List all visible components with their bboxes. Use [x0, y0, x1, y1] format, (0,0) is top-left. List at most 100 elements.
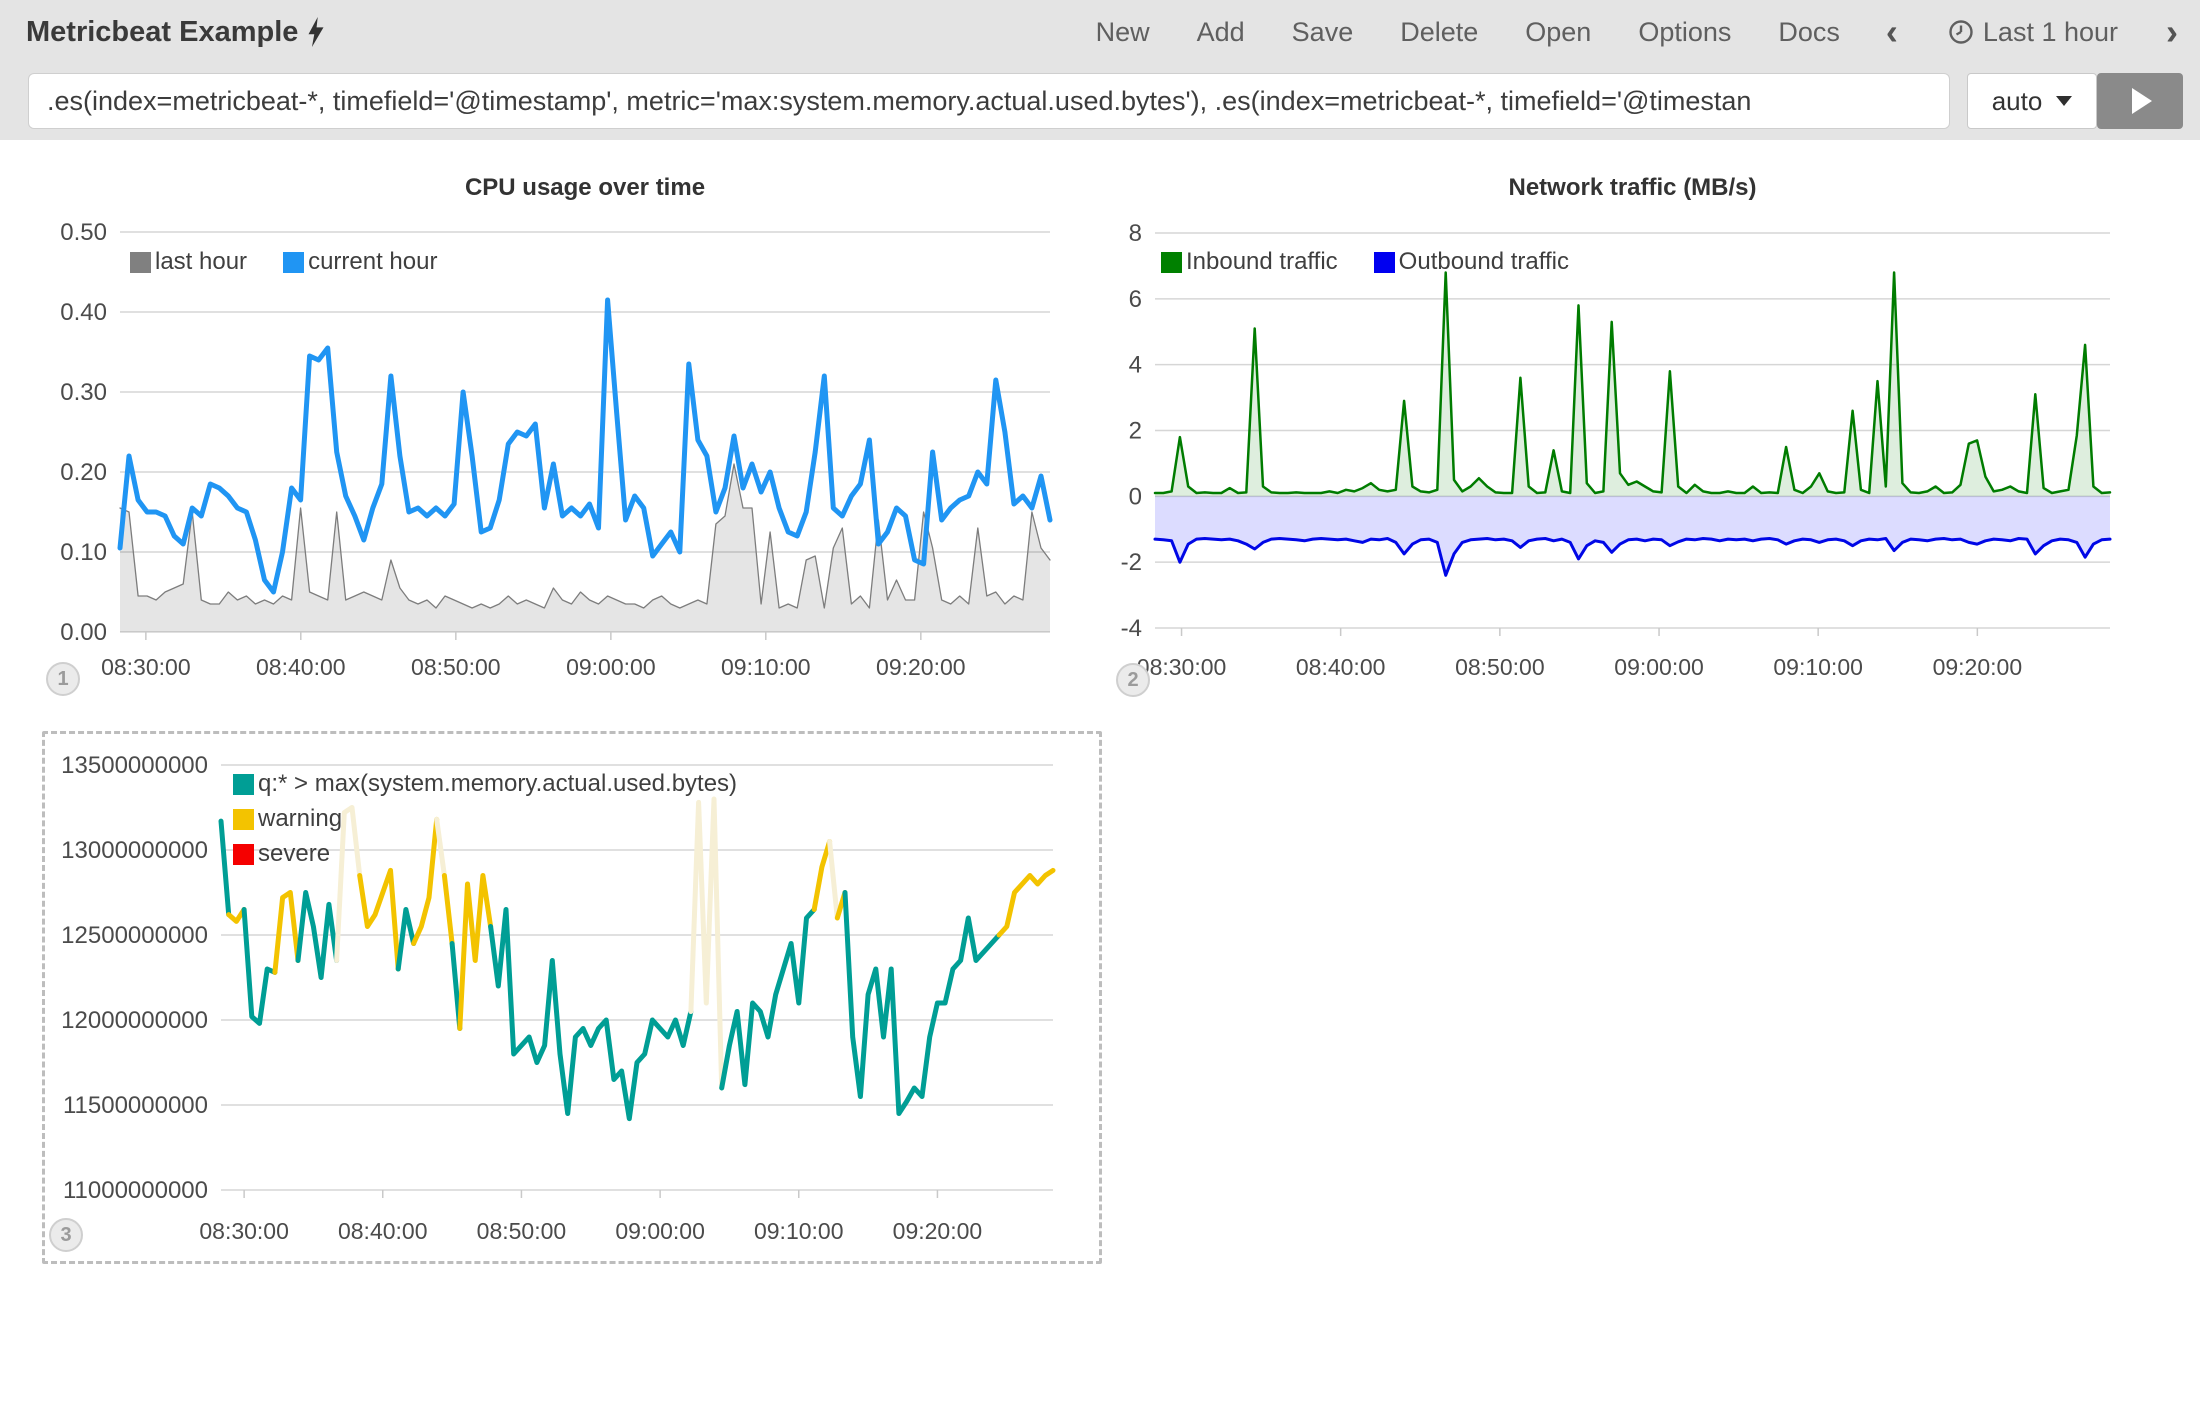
- net-area-Outbound-traffic: [1155, 496, 2110, 576]
- mem-segment-p: [827, 839, 840, 921]
- time-range-button[interactable]: Last 1 hour: [1948, 17, 2118, 48]
- time-back-icon[interactable]: ‹: [1885, 11, 1898, 52]
- menu-item-delete[interactable]: Delete: [1400, 16, 1479, 47]
- y-axis-tick-label: 11000000000: [63, 1177, 208, 1204]
- net-plot-canvas: 8 6 4 2 0 -2 -4 08:30:00 08:40:00 08:50:00 09:00:0…: [1121, 220, 2112, 680]
- x-axis-tick-label: 08:30:00: [1137, 654, 1227, 680]
- legend-item-warning[interactable]: warning: [233, 805, 342, 833]
- legend-swatch: [233, 843, 254, 865]
- app-title: Metricbeat Example: [26, 16, 324, 49]
- legend-item-current-hour[interactable]: current hour: [283, 248, 437, 276]
- x-axis-tick-label: 09:10:00: [721, 654, 811, 680]
- x-axis-tick-label: 09:10:00: [754, 1218, 844, 1244]
- y-axis-tick-label: 0.50: [60, 219, 107, 246]
- y-axis-tick-label: -4: [1121, 615, 1142, 642]
- mem-segment-t: [842, 890, 1002, 1116]
- menu-item-save[interactable]: Save: [1291, 16, 1354, 47]
- y-axis-tick-label: 0.40: [60, 299, 107, 326]
- y-axis-tick-label: 13500000000: [61, 752, 208, 779]
- play-icon: [2132, 88, 2152, 114]
- legend-item-inbound-traffic[interactable]: Inbound traffic: [1161, 248, 1338, 276]
- legend-item-outbound-traffic[interactable]: Outbound traffic: [1373, 248, 1569, 276]
- mem-segment-t: [295, 890, 340, 980]
- y-axis-tick-label: 0.20: [60, 459, 107, 486]
- x-axis-tick-label: 08:50:00: [477, 1218, 567, 1244]
- y-axis-tick-label: 13000000000: [61, 837, 208, 864]
- x-axis-tick-label: 08:40:00: [338, 1218, 428, 1244]
- legend-swatch: [233, 808, 254, 830]
- memory-used-chart-selected[interactable]: 13500000000 13000000000 12500000000 1200000…: [42, 731, 1102, 1264]
- legend-item-last-hour[interactable]: last hour: [130, 248, 247, 276]
- cpu-usage-chart[interactable]: CPU usage over time 0.50 0.40 0.30 0.20 0.10 0…: [28, 130, 1060, 710]
- menu-item-new[interactable]: New: [1095, 16, 1150, 47]
- legend-label: last hour: [155, 248, 248, 275]
- y-axis-tick-label: 0.00: [60, 619, 107, 646]
- mem-segment-t: [218, 818, 232, 918]
- net-legend: Inbound traffic Outbound traffic: [1161, 248, 1569, 276]
- y-axis-tick-label: 0.30: [60, 379, 107, 406]
- legend-swatch: [130, 251, 151, 273]
- legend-label: q:* > max(system.memory.actual.used.byte…: [258, 770, 738, 797]
- cpu-area-last-hour: [120, 464, 1050, 632]
- x-axis-tick-label: 08:50:00: [411, 654, 501, 680]
- x-axis-tick-label: 09:10:00: [1773, 654, 1863, 680]
- cpu-line-current-hour: [117, 297, 1053, 595]
- network-traffic-chart[interactable]: Network traffic (MB/s) 8 6 4 2 0 -2 -4 08:30:00 0…: [1095, 130, 2155, 710]
- chart-number-badge-1: 1: [46, 662, 80, 696]
- mem-segment-w: [457, 873, 494, 1031]
- cpu-line-last-hour: [119, 463, 1051, 609]
- legend-item-q-max-system-memory-actual-use[interactable]: q:* > max(system.memory.actual.used.byte…: [233, 770, 737, 798]
- menu-item-add[interactable]: Add: [1196, 16, 1245, 47]
- legend-swatch: [1373, 251, 1395, 273]
- net-chart-title: Network traffic (MB/s): [1508, 174, 1757, 201]
- net-line-Inbound-traffic: [1153, 271, 2112, 495]
- net-line-Outbound-traffic: [1153, 537, 2112, 577]
- lightning-bolt-icon: [308, 17, 324, 47]
- mem-segment-p: [688, 796, 725, 1091]
- x-axis-tick-label: 08:30:00: [101, 654, 191, 680]
- y-axis-tick-label: 0.10: [60, 539, 107, 566]
- time-forward-icon[interactable]: ›: [2166, 11, 2178, 52]
- mem-segment-w: [226, 907, 247, 924]
- chart-number-badge-2: 2: [1116, 663, 1150, 697]
- mem-segment-w: [357, 867, 401, 972]
- x-axis-tick-label: 09:00:00: [1614, 654, 1704, 680]
- mem-segment-w: [441, 873, 455, 946]
- cpu-legend: last hour current hour: [130, 248, 437, 276]
- mem-segment-p: [434, 816, 447, 878]
- time-range-label: Last 1 hour: [1982, 16, 2118, 47]
- legend-label: warning: [258, 805, 343, 832]
- menu-item-open[interactable]: Open: [1525, 16, 1592, 47]
- x-axis-tick-label: 08:50:00: [1455, 654, 1545, 680]
- mem-legend: q:* > max(system.memory.actual.used.byte…: [233, 770, 737, 868]
- top-menu: New Add Save Delete Open Options Docs: [1096, 17, 1840, 48]
- mem-segment-w: [811, 839, 833, 912]
- mem-segment-w: [996, 867, 1056, 938]
- x-axis-tick-label: 08:30:00: [199, 1218, 289, 1244]
- cpu-plot-canvas: 0.50 0.40 0.30 0.20 0.10 0.00 08:30:00 08:40:00…: [60, 219, 1053, 680]
- mem-segment-t: [241, 907, 278, 1026]
- cpu-chart-title: CPU usage over time: [464, 174, 706, 201]
- run-query-button[interactable]: [2097, 73, 2183, 129]
- clock-icon: [1949, 20, 1973, 44]
- menu-item-docs[interactable]: Docs: [1778, 16, 1840, 47]
- legend-label: Inbound traffic: [1186, 248, 1338, 275]
- interval-value: auto: [1991, 85, 2043, 116]
- chart-number-badge-3: 3: [49, 1218, 83, 1252]
- timelion-query-input[interactable]: [28, 73, 1950, 129]
- chevron-down-icon: [2056, 96, 2073, 106]
- mem-segment-w: [272, 890, 301, 975]
- x-axis-tick-label: 09:20:00: [1933, 654, 2023, 680]
- legend-swatch: [283, 251, 305, 273]
- y-axis-tick-label: 12500000000: [61, 922, 208, 949]
- interval-select[interactable]: auto: [1967, 73, 2097, 129]
- legend-item-severe[interactable]: severe: [233, 840, 330, 868]
- mem-segment-t: [488, 907, 694, 1122]
- y-axis-tick-label: 0: [1129, 483, 1142, 510]
- mem-segment-p: [334, 805, 363, 963]
- mem-plot-canvas: 13500000000 13000000000 12500000000 1200000…: [61, 752, 1056, 1244]
- menu-item-options[interactable]: Options: [1638, 16, 1732, 47]
- top-navigation-bar: Metricbeat Example New Add Save Delete O…: [0, 0, 2200, 64]
- y-axis-tick-label: 8: [1129, 220, 1142, 247]
- legend-swatch: [233, 773, 254, 795]
